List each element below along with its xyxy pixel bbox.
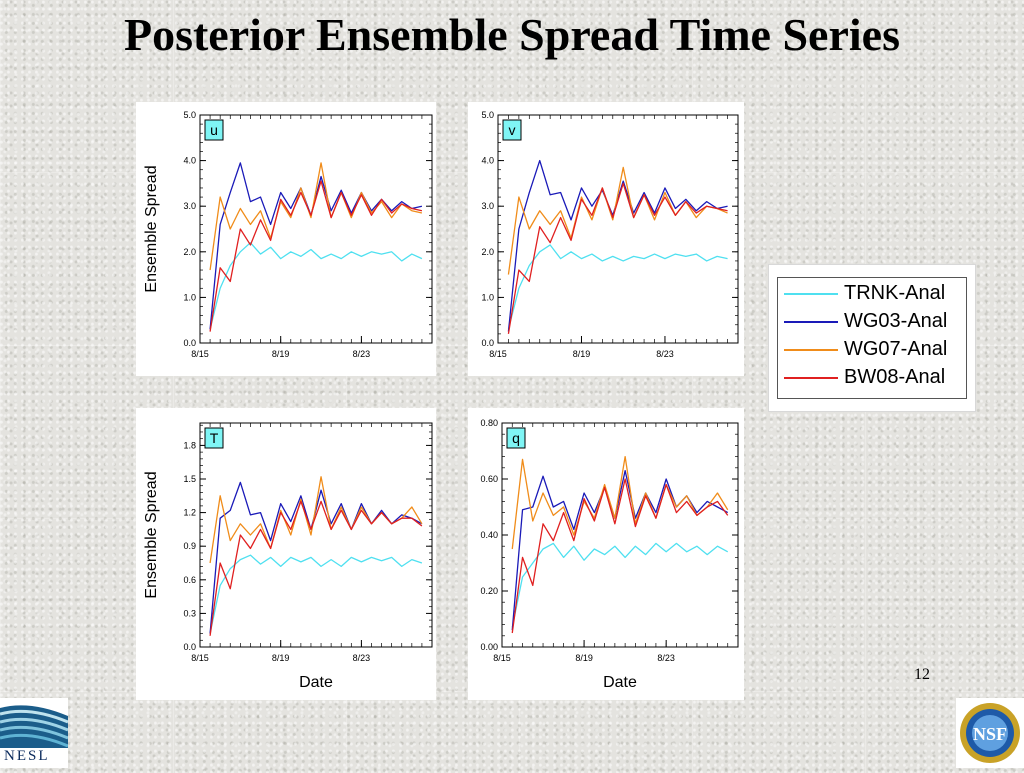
panel-label-box (204, 119, 224, 141)
legend-swatch-wg07 (784, 349, 838, 351)
series-line-bw08-anal (209, 180, 423, 332)
panel-label-box (204, 427, 224, 449)
y-tick-label: 0.9 (183, 541, 196, 551)
x-axis-label: Date (603, 674, 637, 691)
legend-label-wg03: WG03-Anal (844, 310, 948, 332)
plot-frame (199, 114, 433, 344)
legend-entry-trnk: TRNK-Anal (778, 280, 966, 308)
panel-label-box (502, 119, 522, 141)
legend-label-wg07: WG07-Anal (844, 338, 948, 360)
panel-label: T (210, 430, 219, 446)
x-tick-label: 8/15 (493, 653, 511, 663)
y-tick-label: 0.0 (183, 338, 196, 348)
legend-label-trnk: TRNK-Anal (844, 282, 946, 304)
chart-panel-q: 0.00 0.20 0.40 0.60 0.80 8/15 8/19 8/23 q Date (468, 408, 744, 700)
legend-entry-bw08: BW08-Anal (778, 364, 966, 392)
nesl-globe-icon (0, 705, 68, 748)
x-tick-label: 8/15 (489, 349, 507, 359)
legend-frame: TRNK-Anal WG03-Anal WG07-Anal BW08-Anal (777, 277, 967, 399)
y-tick-label: 0.40 (480, 530, 498, 540)
y-tick-label: 4.0 (183, 156, 196, 166)
x-tick-label: 8/15 (191, 349, 209, 359)
x-tick-label: 8/19 (575, 653, 593, 663)
nesl-logo: NESL (0, 698, 68, 768)
legend-label-bw08: BW08-Anal (844, 366, 946, 388)
legend-swatch-bw08 (784, 377, 838, 379)
chart-legend: TRNK-Anal WG03-Anal WG07-Anal BW08-Anal (768, 264, 976, 412)
page-number: 12 (914, 666, 930, 683)
y-tick-label: 0.0 (481, 338, 494, 348)
plot-frame (501, 422, 739, 648)
y-tick-label: 2.0 (481, 247, 494, 257)
series-line-wg03-anal (209, 481, 423, 634)
panel-label: u (210, 122, 218, 138)
y-tick-label: 4.0 (481, 156, 494, 166)
chart-q: 0.00 0.20 0.40 0.60 0.80 8/15 8/19 8/23 q Date (480, 418, 739, 691)
series-line-wg07-anal (209, 476, 423, 564)
y-axis-label: Ensemble Spread (143, 165, 160, 292)
series-line-wg07-anal (511, 455, 729, 550)
x-tick-label: 8/23 (353, 653, 371, 663)
y-tick-label: 0.0 (183, 642, 196, 652)
series-line-trnk-anal (507, 244, 728, 330)
panel-label: q (512, 430, 520, 446)
y-tick-label: 2.0 (183, 247, 196, 257)
plot-frame (199, 422, 433, 648)
series-line-trnk-anal (511, 542, 729, 628)
chart-panel-v: 0.0 1.0 2.0 3.0 4.0 5.0 8/15 8/19 8/23 v (468, 102, 744, 376)
series-line-wg07-anal (507, 166, 728, 275)
slide-title: Posterior Ensemble Spread Time Series (123, 9, 900, 60)
legend-entry-wg07: WG07-Anal (778, 336, 966, 364)
legend-swatch-wg03 (784, 321, 838, 323)
series-line-bw08-anal (209, 500, 423, 636)
y-tick-label: 1.0 (481, 292, 494, 302)
x-axis-label: Date (299, 674, 333, 691)
chart-v: 0.0 1.0 2.0 3.0 4.0 5.0 8/15 8/19 8/23 v (481, 110, 739, 359)
panel-label-box (506, 427, 526, 449)
y-axis-label: Ensemble Spread (143, 471, 160, 598)
legend-entry-wg03: WG03-Anal (778, 308, 966, 336)
series-line-trnk-anal (209, 554, 423, 634)
x-tick-label: 8/23 (656, 349, 674, 359)
plot-frame (497, 114, 739, 344)
x-tick-label: 8/19 (272, 653, 290, 663)
x-tick-label: 8/23 (657, 653, 675, 663)
chart-T: 0.0 0.3 0.6 0.9 1.2 1.5 1.8 8/15 8/19 8/23 T Ensemb… (143, 422, 433, 691)
series-line-wg03-anal (511, 469, 729, 631)
y-tick-label: 1.5 (183, 474, 196, 484)
y-tick-label: 0.80 (480, 418, 498, 428)
panel-label: v (509, 122, 516, 138)
x-tick-label: 8/23 (353, 349, 371, 359)
nsf-logo-text: NSF (973, 724, 1007, 744)
series-line-trnk-anal (209, 242, 423, 330)
series-line-bw08-anal (511, 478, 729, 634)
y-tick-label: 0.6 (183, 575, 196, 585)
nsf-seal-icon: NSF (960, 703, 1020, 763)
nsf-logo: NSF (956, 698, 1024, 768)
series-line-wg07-anal (209, 162, 423, 271)
chart-panel-T: 0.0 0.3 0.6 0.9 1.2 1.5 1.8 8/15 8/19 8/23 T Ensemb… (136, 408, 436, 700)
y-tick-label: 5.0 (183, 110, 196, 120)
nesl-logo-text: NESL (4, 748, 50, 764)
series-line-wg03-anal (507, 159, 728, 332)
y-tick-label: 0.00 (480, 642, 498, 652)
legend-swatch-trnk (784, 293, 838, 295)
x-tick-label: 8/15 (191, 653, 209, 663)
y-tick-label: 3.0 (481, 201, 494, 211)
x-tick-label: 8/19 (272, 349, 290, 359)
y-tick-label: 0.3 (183, 608, 196, 618)
x-tick-label: 8/19 (573, 349, 591, 359)
y-tick-label: 3.0 (183, 201, 196, 211)
y-tick-label: 0.20 (480, 586, 498, 596)
chart-panel-u: 0.0 1.0 2.0 3.0 4.0 5.0 8/15 8/19 8/23 u Ensemble … (136, 102, 436, 376)
y-tick-label: 0.60 (480, 474, 498, 484)
y-tick-label: 1.8 (183, 440, 196, 450)
series-line-bw08-anal (507, 182, 728, 334)
y-tick-label: 1.2 (183, 508, 196, 518)
chart-u: 0.0 1.0 2.0 3.0 4.0 5.0 8/15 8/19 8/23 u Ensemble … (143, 110, 433, 359)
y-tick-label: 1.0 (183, 292, 196, 302)
y-tick-label: 5.0 (481, 110, 494, 120)
